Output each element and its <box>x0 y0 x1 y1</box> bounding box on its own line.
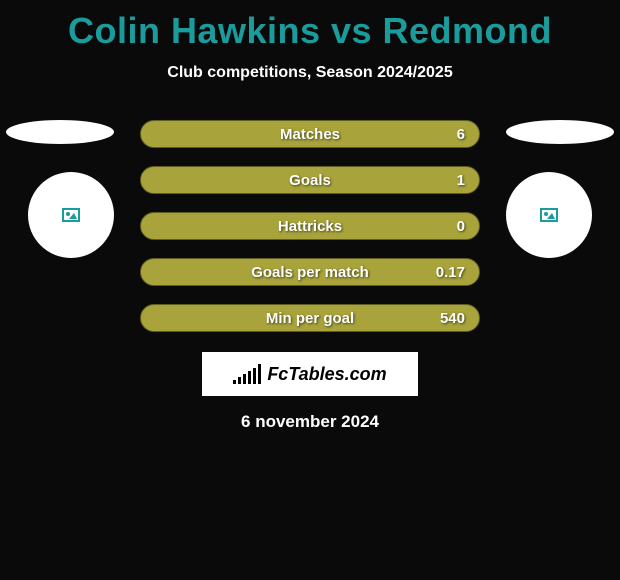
logo-bar-segment <box>233 380 236 384</box>
subtitle: Club competitions, Season 2024/2025 <box>0 64 620 82</box>
stat-bar: Min per goal 540 <box>140 304 480 332</box>
fctables-logo: FcTables.com <box>202 352 418 396</box>
logo-bar-segment <box>238 377 241 384</box>
stat-bar: Goals 1 <box>140 166 480 194</box>
stat-bar: Goals per match 0.17 <box>140 258 480 286</box>
player-right-badge-ellipse <box>506 120 614 144</box>
logo-bar-segment <box>248 371 251 384</box>
page-title: Colin Hawkins vs Redmond <box>0 0 620 52</box>
logo-text: FcTables.com <box>267 364 386 385</box>
image-placeholder-icon <box>540 208 558 222</box>
player-left-badge-ellipse <box>6 120 114 144</box>
stat-label: Goals <box>289 172 331 189</box>
image-placeholder-icon <box>62 208 80 222</box>
stat-label: Min per goal <box>266 310 354 327</box>
logo-bar-segment <box>258 364 261 384</box>
stat-label: Goals per match <box>251 264 369 281</box>
stat-value: 0.17 <box>436 264 465 281</box>
stat-bars: Matches 6 Goals 1 Hattricks 0 Goals per … <box>140 120 480 332</box>
player-right-avatar <box>506 172 592 258</box>
stat-label: Hattricks <box>278 218 342 235</box>
date-label: 6 november 2024 <box>0 412 620 432</box>
logo-bars-icon <box>233 364 261 384</box>
stat-value: 6 <box>457 126 465 143</box>
stat-value: 1 <box>457 172 465 189</box>
stat-bar: Hattricks 0 <box>140 212 480 240</box>
stat-value: 0 <box>457 218 465 235</box>
logo-bar-segment <box>243 374 246 384</box>
comparison-content: Matches 6 Goals 1 Hattricks 0 Goals per … <box>0 120 620 432</box>
player-left-avatar <box>28 172 114 258</box>
logo-bar-segment <box>253 368 256 384</box>
stat-bar: Matches 6 <box>140 120 480 148</box>
stat-label: Matches <box>280 126 340 143</box>
stat-value: 540 <box>440 310 465 327</box>
